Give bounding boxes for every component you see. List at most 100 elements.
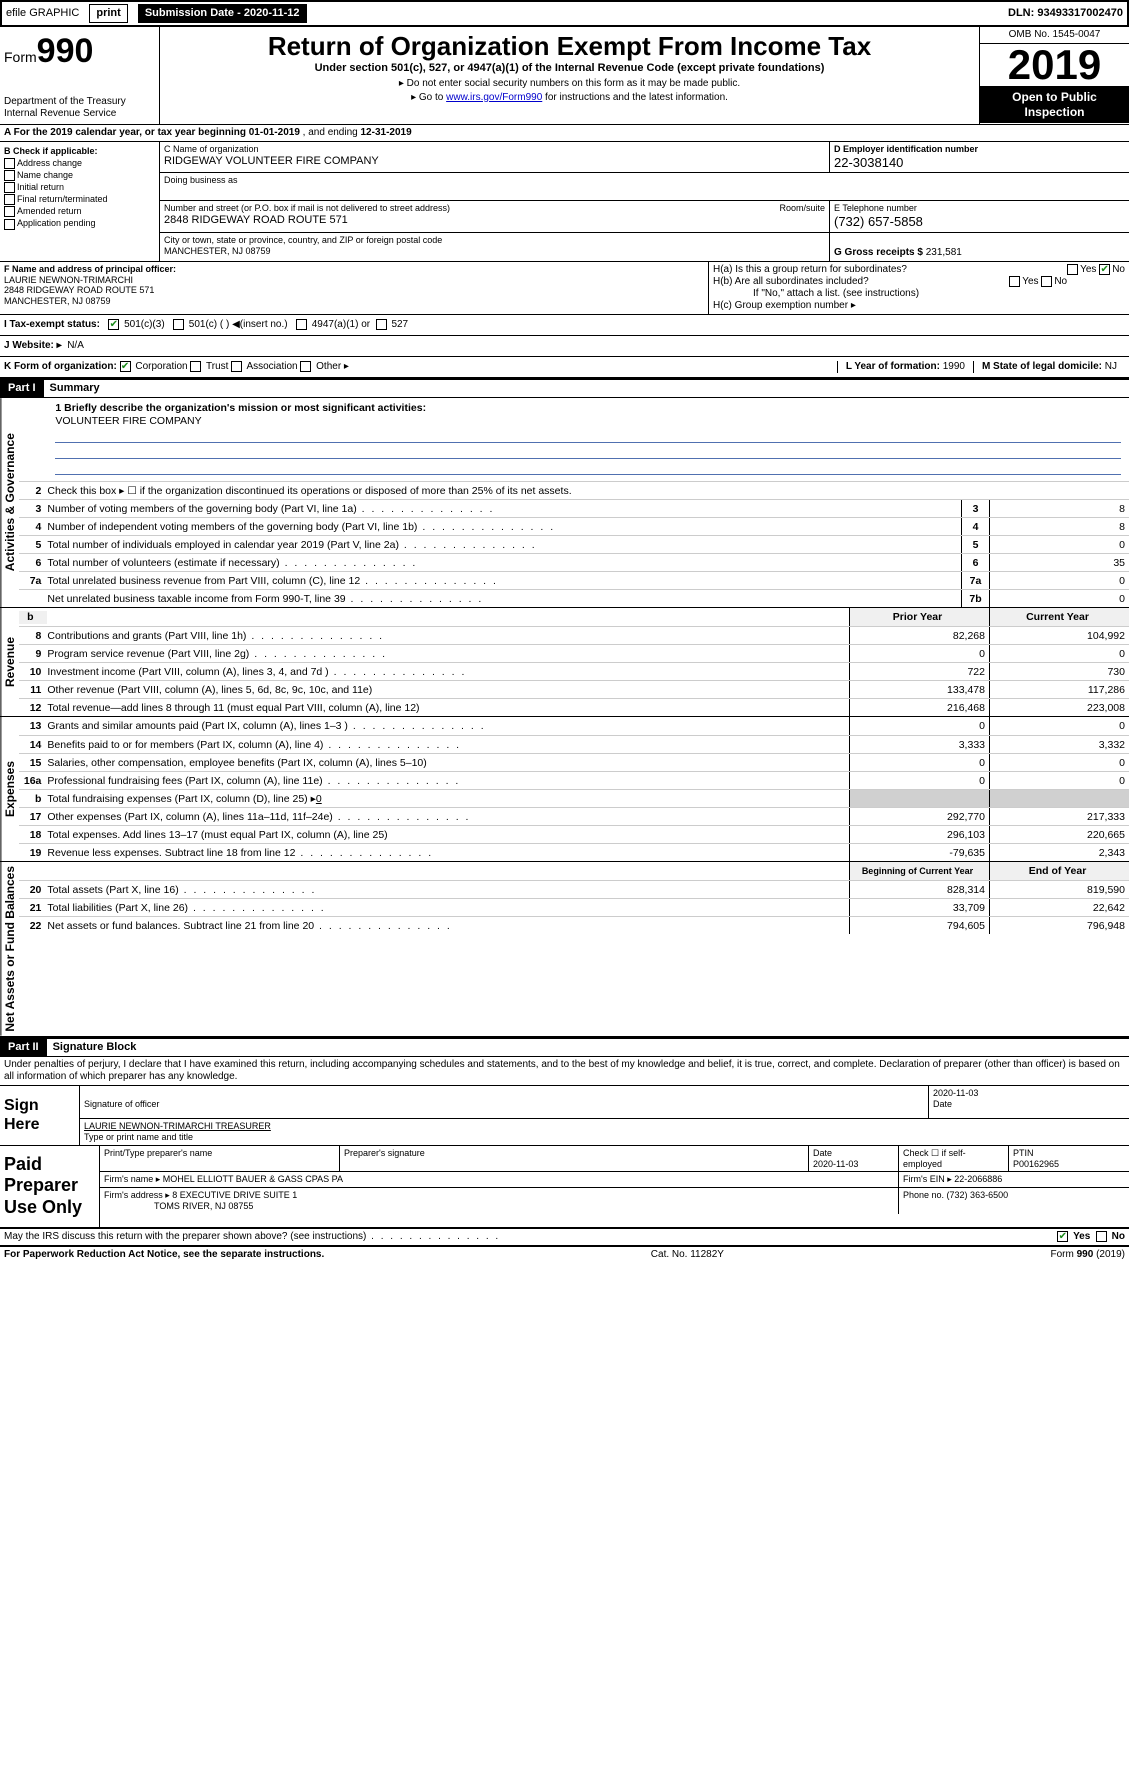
- form-subtitle: Under section 501(c), 527, or 4947(a)(1)…: [164, 62, 975, 75]
- officer-name-title: LAURIE NEWNON-TRIMARCHI TREASURER: [84, 1121, 271, 1131]
- ein-value: 22-3038140: [834, 155, 1125, 171]
- line-13: Grants and similar amounts paid (Part IX…: [47, 720, 849, 733]
- irs-label: Internal Revenue Service: [4, 108, 155, 120]
- top-bar: efile GRAPHIC print Submission Date - 20…: [0, 0, 1129, 27]
- website-value: N/A: [67, 340, 84, 351]
- line-8: Contributions and grants (Part VIII, lin…: [47, 630, 849, 643]
- line-18: Total expenses. Add lines 13–17 (must eq…: [47, 829, 849, 842]
- type-print-label: Type or print name and title: [84, 1132, 193, 1142]
- state-domicile: M State of legal domicile: NJ: [973, 361, 1125, 373]
- print-button[interactable]: print: [89, 4, 127, 23]
- chk-name-change[interactable]: Name change: [4, 170, 155, 181]
- line-4: Number of independent voting members of …: [47, 521, 961, 534]
- city-label: City or town, state or province, country…: [164, 235, 825, 246]
- open-public-badge: Open to Public Inspection: [980, 86, 1129, 123]
- fh-row: F Name and address of principal officer:…: [0, 262, 1129, 315]
- room-label: Room/suite: [779, 203, 825, 214]
- firm-ein: 22-2066886: [954, 1174, 1002, 1184]
- phone-value: (732) 657-5858: [834, 214, 1125, 230]
- sig-officer-label: Signature of officer: [84, 1099, 159, 1109]
- chk-501c3[interactable]: [108, 319, 119, 330]
- col-begin: Beginning of Current Year: [849, 862, 989, 880]
- sign-here-block: Sign Here Signature of officer 2020-11-0…: [0, 1085, 1129, 1146]
- chk-4947[interactable]: [296, 319, 307, 330]
- i-row: I Tax-exempt status: 501(c)(3) 501(c) ( …: [0, 315, 1129, 336]
- chk-501c[interactable]: [173, 319, 184, 330]
- year-formation: L Year of formation: 1990: [837, 361, 973, 373]
- gross-receipts: G Gross receipts $ 231,581: [829, 233, 1129, 261]
- section-expenses: Expenses 13Grants and similar amounts pa…: [0, 717, 1129, 862]
- principal-officer-label: F Name and address of principal officer:: [4, 264, 176, 274]
- line-10: Investment income (Part VIII, column (A)…: [47, 666, 849, 679]
- mission-block: 1 Briefly describe the organization's mi…: [19, 398, 1129, 481]
- line-3: Number of voting members of the governin…: [47, 503, 961, 516]
- chk-discuss-yes[interactable]: [1057, 1231, 1068, 1242]
- vert-expenses: Expenses: [0, 717, 19, 861]
- line-21: Total liabilities (Part X, line 26): [47, 902, 849, 915]
- section-governance: Activities & Governance 1 Briefly descri…: [0, 398, 1129, 608]
- chk-address-change[interactable]: Address change: [4, 158, 155, 169]
- dba-label: Doing business as: [160, 173, 1129, 201]
- form-ref: Form 990 (2019): [1051, 1249, 1125, 1261]
- part-2-header: Part II Signature Block: [0, 1038, 1129, 1057]
- chk-amended[interactable]: Amended return: [4, 206, 155, 217]
- j-row: J Website: ▸ N/A: [0, 336, 1129, 357]
- sig-date: 2020-11-03: [933, 1088, 978, 1098]
- firm-city: TOMS RIVER, NJ 08755: [154, 1201, 253, 1211]
- city-value: MANCHESTER, NJ 08759: [164, 246, 825, 257]
- line-2: Check this box ▸ ☐ if the organization d…: [47, 485, 1129, 498]
- signature-declaration: Under penalties of perjury, I declare th…: [0, 1057, 1129, 1085]
- ein-label: D Employer identification number: [834, 144, 978, 154]
- submission-date: Submission Date - 2020-11-12: [138, 4, 307, 23]
- line-16a: Professional fundraising fees (Part IX, …: [47, 775, 849, 788]
- k-row: K Form of organization: Corporation Trus…: [0, 357, 1129, 379]
- dept-treasury: Department of the Treasury: [4, 96, 155, 108]
- dln-label: DLN:: [1008, 7, 1037, 19]
- line-7a: Total unrelated business revenue from Pa…: [47, 575, 961, 588]
- chk-other[interactable]: [300, 361, 311, 372]
- line-14: Benefits paid to or for members (Part IX…: [47, 739, 849, 752]
- chk-final-return[interactable]: Final return/terminated: [4, 194, 155, 205]
- officer-city: MANCHESTER, NJ 08759: [4, 296, 111, 306]
- efile-label: efile GRAPHIC: [6, 7, 79, 20]
- chk-app-pending[interactable]: Application pending: [4, 218, 155, 229]
- vert-revenue: Revenue: [0, 608, 19, 716]
- discuss-row: May the IRS discuss this return with the…: [0, 1229, 1129, 1247]
- tax-year: 2019: [980, 44, 1129, 86]
- form-note-2: ▸ Go to www.irs.gov/Form990 for instruct…: [164, 92, 975, 104]
- col-b-checkboxes: B Check if applicable: Address change Na…: [0, 142, 160, 261]
- section-revenue: Revenue bPrior YearCurrent Year 8Contrib…: [0, 608, 1129, 717]
- h-a: H(a) Is this a group return for subordin…: [713, 264, 1125, 276]
- line-5: Total number of individuals employed in …: [47, 539, 961, 552]
- line-11: Other revenue (Part VIII, column (A), li…: [47, 684, 849, 697]
- chk-trust[interactable]: [190, 361, 201, 372]
- entity-block: B Check if applicable: Address change Na…: [0, 142, 1129, 262]
- h-note: If "No," attach a list. (see instruction…: [713, 288, 1125, 300]
- mission-text: VOLUNTEER FIRE COMPANY: [55, 415, 201, 427]
- line-16b: Total fundraising expenses (Part IX, col…: [47, 793, 849, 806]
- vert-net-assets: Net Assets or Fund Balances: [0, 862, 19, 1036]
- row-a: A For the 2019 calendar year, or tax yea…: [0, 125, 1129, 142]
- officer-addr: 2848 RIDGEWAY ROAD ROUTE 571: [4, 285, 154, 295]
- line-15: Salaries, other compensation, employee b…: [47, 757, 849, 770]
- firm-addr: 8 EXECUTIVE DRIVE SUITE 1: [172, 1190, 297, 1200]
- org-name: RIDGEWAY VOLUNTEER FIRE COMPANY: [164, 155, 825, 168]
- form-note-1: ▸ Do not enter social security numbers o…: [164, 78, 975, 90]
- form990-link[interactable]: www.irs.gov/Form990: [446, 92, 542, 103]
- cat-no: Cat. No. 11282Y: [651, 1249, 724, 1261]
- chk-discuss-no[interactable]: [1096, 1231, 1107, 1242]
- chk-corporation[interactable]: [120, 361, 131, 372]
- col-current: Current Year: [989, 608, 1129, 626]
- officer-name: LAURIE NEWNON-TRIMARCHI: [4, 275, 133, 285]
- chk-association[interactable]: [231, 361, 242, 372]
- col-end: End of Year: [989, 862, 1129, 880]
- street-address: 2848 RIDGEWAY ROAD ROUTE 571: [164, 214, 825, 227]
- line-9: Program service revenue (Part VIII, line…: [47, 648, 849, 661]
- chk-initial-return[interactable]: Initial return: [4, 182, 155, 193]
- line-12: Total revenue—add lines 8 through 11 (mu…: [47, 702, 849, 715]
- line-19: Revenue less expenses. Subtract line 18 …: [47, 847, 849, 860]
- dln-value: 93493317002470: [1037, 7, 1123, 19]
- addr-label: Number and street (or P.O. box if mail i…: [164, 203, 450, 213]
- form-title: Return of Organization Exempt From Incom…: [164, 31, 975, 62]
- chk-527[interactable]: [376, 319, 387, 330]
